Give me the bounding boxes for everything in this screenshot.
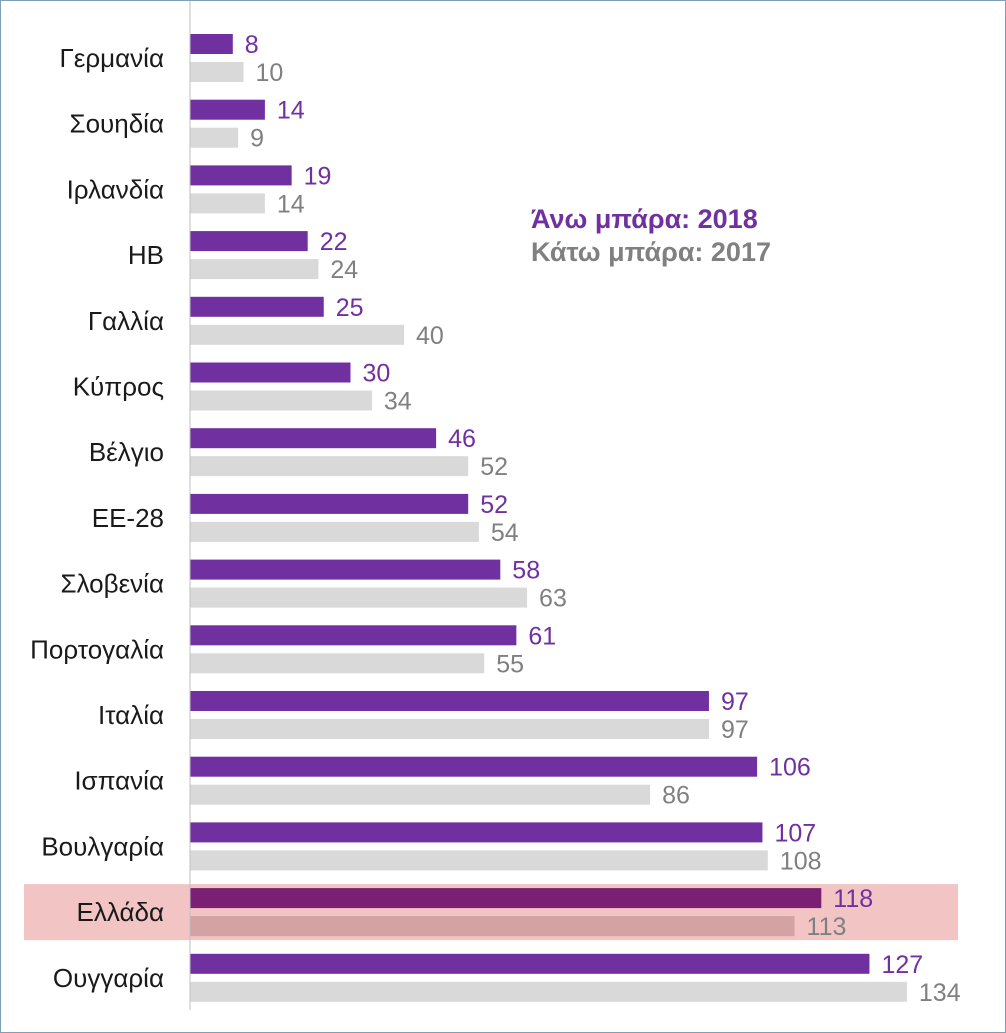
bar-2018 <box>190 34 233 54</box>
value-label-2017: 113 <box>807 913 847 941</box>
value-label-2017: 54 <box>491 519 519 547</box>
value-label-2017: 40 <box>416 322 444 350</box>
bar-2017 <box>190 521 479 542</box>
bar-2018 <box>190 165 292 186</box>
bar-2017 <box>190 981 907 1002</box>
value-label-2017: 97 <box>721 716 749 744</box>
category-label: Κύπρος <box>73 372 164 402</box>
bar-2017 <box>190 259 319 280</box>
category-label: Ισπανία <box>74 766 164 796</box>
bar-2017 <box>190 62 244 82</box>
category-label: Ιταλία <box>98 700 164 730</box>
value-label-2017: 134 <box>919 979 961 1007</box>
value-label-2017: 10 <box>256 59 284 87</box>
bar-2017 <box>190 850 768 871</box>
value-label-2018: 25 <box>336 294 364 322</box>
bar-2018 <box>190 953 870 974</box>
value-label-2018: 22 <box>320 228 348 256</box>
category-label: Ουγγαρία <box>53 963 164 993</box>
value-label-2018: 107 <box>774 819 816 847</box>
category-label: Σουηδία <box>70 109 165 139</box>
bars-layer <box>190 34 907 1002</box>
category-label: Βουλγαρία <box>41 831 164 861</box>
category-label: Σλοβενία <box>61 569 165 599</box>
bar-2018 <box>190 99 265 120</box>
value-label-2018: 8 <box>245 31 259 59</box>
value-label-2017: 52 <box>480 453 508 481</box>
category-label: Γερμανία <box>59 43 164 73</box>
value-label-2017: 55 <box>496 650 524 678</box>
bar-2018 <box>190 296 324 317</box>
bar-2018 <box>190 559 501 580</box>
bar-2017 <box>190 456 469 477</box>
value-label-2018: 19 <box>304 162 332 190</box>
value-label-2017: 9 <box>250 125 264 153</box>
bar-2018 <box>190 231 308 252</box>
bar-2017 <box>190 653 485 674</box>
bar-2018 <box>190 428 437 449</box>
value-label-2018: 30 <box>363 360 391 388</box>
bar-2017 <box>190 193 265 214</box>
bar-2018 <box>190 362 351 383</box>
value-label-2017: 108 <box>780 847 822 875</box>
bar-2018 <box>190 888 822 909</box>
bar-2017 <box>190 784 651 805</box>
bar-2017 <box>190 127 239 148</box>
value-label-2018: 118 <box>833 885 873 913</box>
bar-2018 <box>190 756 758 777</box>
value-label-2017: 34 <box>384 388 412 416</box>
value-label-2017: 63 <box>539 585 567 613</box>
legend-2018: Άνω μπάρα: 2018 <box>531 204 758 234</box>
category-label: ΗΒ <box>128 240 164 270</box>
value-label-2018: 61 <box>528 622 556 650</box>
category-label: Πορτογαλία <box>30 634 164 664</box>
bar-2017 <box>190 916 795 937</box>
value-label-2018: 106 <box>769 754 811 782</box>
category-label: ΕΕ-28 <box>92 503 164 533</box>
value-label-2018: 14 <box>277 97 305 125</box>
value-label-2018: 52 <box>480 491 508 519</box>
bar-2017 <box>190 719 709 739</box>
value-label-2018: 46 <box>448 425 476 453</box>
category-label: Βέλγιο <box>89 437 164 467</box>
bar-2017 <box>190 390 372 411</box>
value-label-2017: 14 <box>277 190 305 218</box>
bar-2017 <box>190 324 404 345</box>
value-label-2017: 24 <box>330 256 358 284</box>
category-label: Ιρλανδία <box>67 174 164 204</box>
category-label: Ελλάδα <box>77 897 164 927</box>
bar-2018 <box>190 691 709 711</box>
bar-2017 <box>190 587 528 608</box>
value-label-2018: 97 <box>721 688 749 716</box>
category-label: Γαλλία <box>88 306 164 336</box>
bar-2018 <box>190 625 517 646</box>
bar-2018 <box>190 822 763 843</box>
value-label-2017: 86 <box>662 782 690 810</box>
bar-2018 <box>190 493 469 514</box>
legend-2017: Κάτω μπάρα: 2017 <box>531 237 771 267</box>
value-label-2018: 127 <box>881 951 923 979</box>
legend: Άνω μπάρα: 2018 Κάτω μπάρα: 2017 <box>531 204 771 267</box>
value-label-2018: 58 <box>512 557 540 585</box>
